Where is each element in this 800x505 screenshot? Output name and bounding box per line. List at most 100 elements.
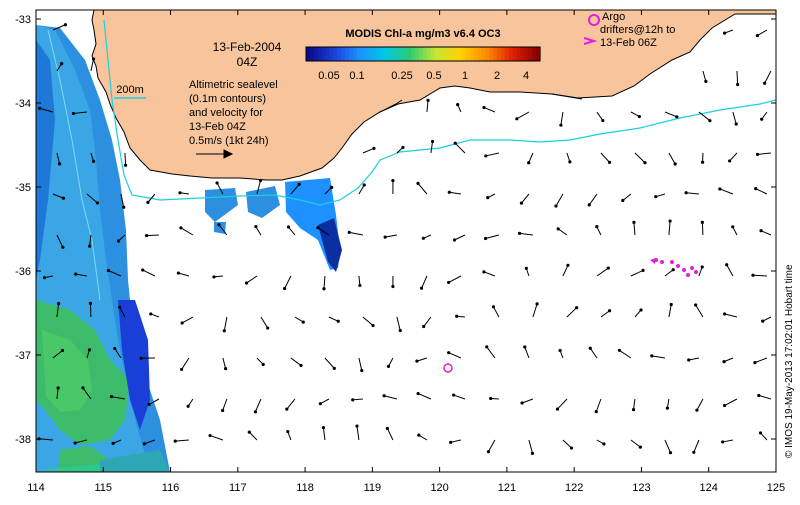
colorbar <box>306 47 541 61</box>
colorbar-segment <box>357 47 362 61</box>
colorbar-segment <box>415 47 420 61</box>
time-label: 04Z <box>237 55 258 69</box>
colorbar-tick-label: 0.25 <box>391 70 412 82</box>
argo-label-line: Argo <box>602 11 625 23</box>
description-line: Altimetric sealevel <box>189 79 278 91</box>
colorbar-segment <box>482 47 487 61</box>
colorbar-segment <box>404 47 409 61</box>
colorbar-tick-label: 2 <box>494 70 500 82</box>
colorbar-segment <box>505 47 510 61</box>
colorbar-tick-label: 0.05 <box>318 70 339 82</box>
colorbar-segment <box>376 47 381 61</box>
x-tick-label: 115 <box>94 482 112 494</box>
colorbar-segment <box>310 47 315 61</box>
colorbar-tick-label: 0.5 <box>426 70 441 82</box>
x-tick-label: 119 <box>364 482 382 494</box>
colorbar-segment <box>306 47 311 61</box>
colorbar-segment <box>314 47 319 61</box>
colorbar-segment <box>509 47 514 61</box>
isobath-label: 200m <box>116 84 144 96</box>
colorbar-segment <box>470 47 475 61</box>
colorbar-segment <box>517 47 522 61</box>
colorbar-segment <box>318 47 323 61</box>
colorbar-segment <box>407 47 412 61</box>
x-tick-label: 117 <box>229 482 247 494</box>
x-tick-label: 116 <box>162 482 180 494</box>
colorbar-segment <box>439 47 444 61</box>
colorbar-segment <box>400 47 405 61</box>
colorbar-segment <box>497 47 502 61</box>
colorbar-segment <box>329 47 334 61</box>
colorbar-segment <box>380 47 385 61</box>
colorbar-segment <box>454 47 459 61</box>
colorbar-segment <box>450 47 455 61</box>
colorbar-segment <box>489 47 494 61</box>
colorbar-segment <box>349 47 354 61</box>
y-tick-label: -37 <box>15 350 31 362</box>
x-tick-label: 114 <box>27 482 45 494</box>
colorbar-segment <box>361 47 366 61</box>
colorbar-segment <box>431 47 436 61</box>
colorbar-segment <box>521 47 526 61</box>
colorbar-segment <box>478 47 483 61</box>
description-line: 0.5m/s (1kt 24h) <box>189 135 268 147</box>
y-tick-label: -33 <box>15 14 31 26</box>
x-tick-label: 123 <box>632 482 650 494</box>
colorbar-segment <box>493 47 498 61</box>
x-tick-label: 125 <box>767 482 785 494</box>
colorbar-segment <box>513 47 518 61</box>
colorbar-segment <box>333 47 338 61</box>
colorbar-segment <box>423 47 428 61</box>
colorbar-segment <box>443 47 448 61</box>
x-tick-label: 118 <box>296 482 314 494</box>
x-tick-label: 120 <box>430 482 448 494</box>
colorbar-segment <box>365 47 370 61</box>
colorbar-segment <box>326 47 331 61</box>
colorbar-segment <box>524 47 529 61</box>
colorbar-segment <box>532 47 537 61</box>
colorbar-segment <box>485 47 490 61</box>
colorbar-segment <box>341 47 346 61</box>
colorbar-segment <box>396 47 401 61</box>
colorbar-segment <box>345 47 350 61</box>
colorbar-tick-label: 4 <box>523 70 529 82</box>
y-tick-label: -35 <box>15 182 31 194</box>
colorbar-segment <box>474 47 479 61</box>
argo-label-line: 13-Feb 06Z <box>600 37 657 49</box>
colorbar-segment <box>501 47 506 61</box>
colorbar-segment <box>411 47 416 61</box>
x-tick-label: 121 <box>498 482 516 494</box>
credit-text: © IMOS 19-May-2013 17:02:01 Hobart time <box>784 264 795 458</box>
x-tick-label: 124 <box>700 482 718 494</box>
colorbar-segment <box>322 47 327 61</box>
colorbar-segment <box>392 47 397 61</box>
colorbar-segment <box>462 47 467 61</box>
colorbar-segment <box>435 47 440 61</box>
colorbar-title: MODIS Chl-a mg/m3 v6.4 OC3 <box>345 28 500 40</box>
colorbar-segment <box>458 47 463 61</box>
colorbar-segment <box>446 47 451 61</box>
colorbar-segment <box>427 47 432 61</box>
colorbar-segment <box>353 47 358 61</box>
x-tick-label: 122 <box>565 482 583 494</box>
description-line: and velocity for <box>189 107 263 119</box>
colorbar-tick-label: 0.1 <box>349 70 364 82</box>
y-tick-label: -38 <box>15 434 31 446</box>
colorbar-segment <box>528 47 533 61</box>
colorbar-segment <box>384 47 389 61</box>
colorbar-segment <box>419 47 424 61</box>
y-tick-label: -34 <box>15 98 31 110</box>
y-tick-label: -36 <box>15 266 31 278</box>
description-line: 13-Feb 04Z <box>189 121 246 133</box>
colorbar-tick-label: 1 <box>462 70 468 82</box>
colorbar-segment <box>368 47 373 61</box>
description-line: (0.1m contours) <box>189 93 266 105</box>
date-label: 13-Feb-2004 <box>213 40 282 54</box>
colorbar-segment <box>388 47 393 61</box>
argo-label-line: drifters@12h to <box>600 24 675 36</box>
colorbar-segment <box>372 47 377 61</box>
colorbar-segment <box>337 47 342 61</box>
colorbar-segment <box>466 47 471 61</box>
